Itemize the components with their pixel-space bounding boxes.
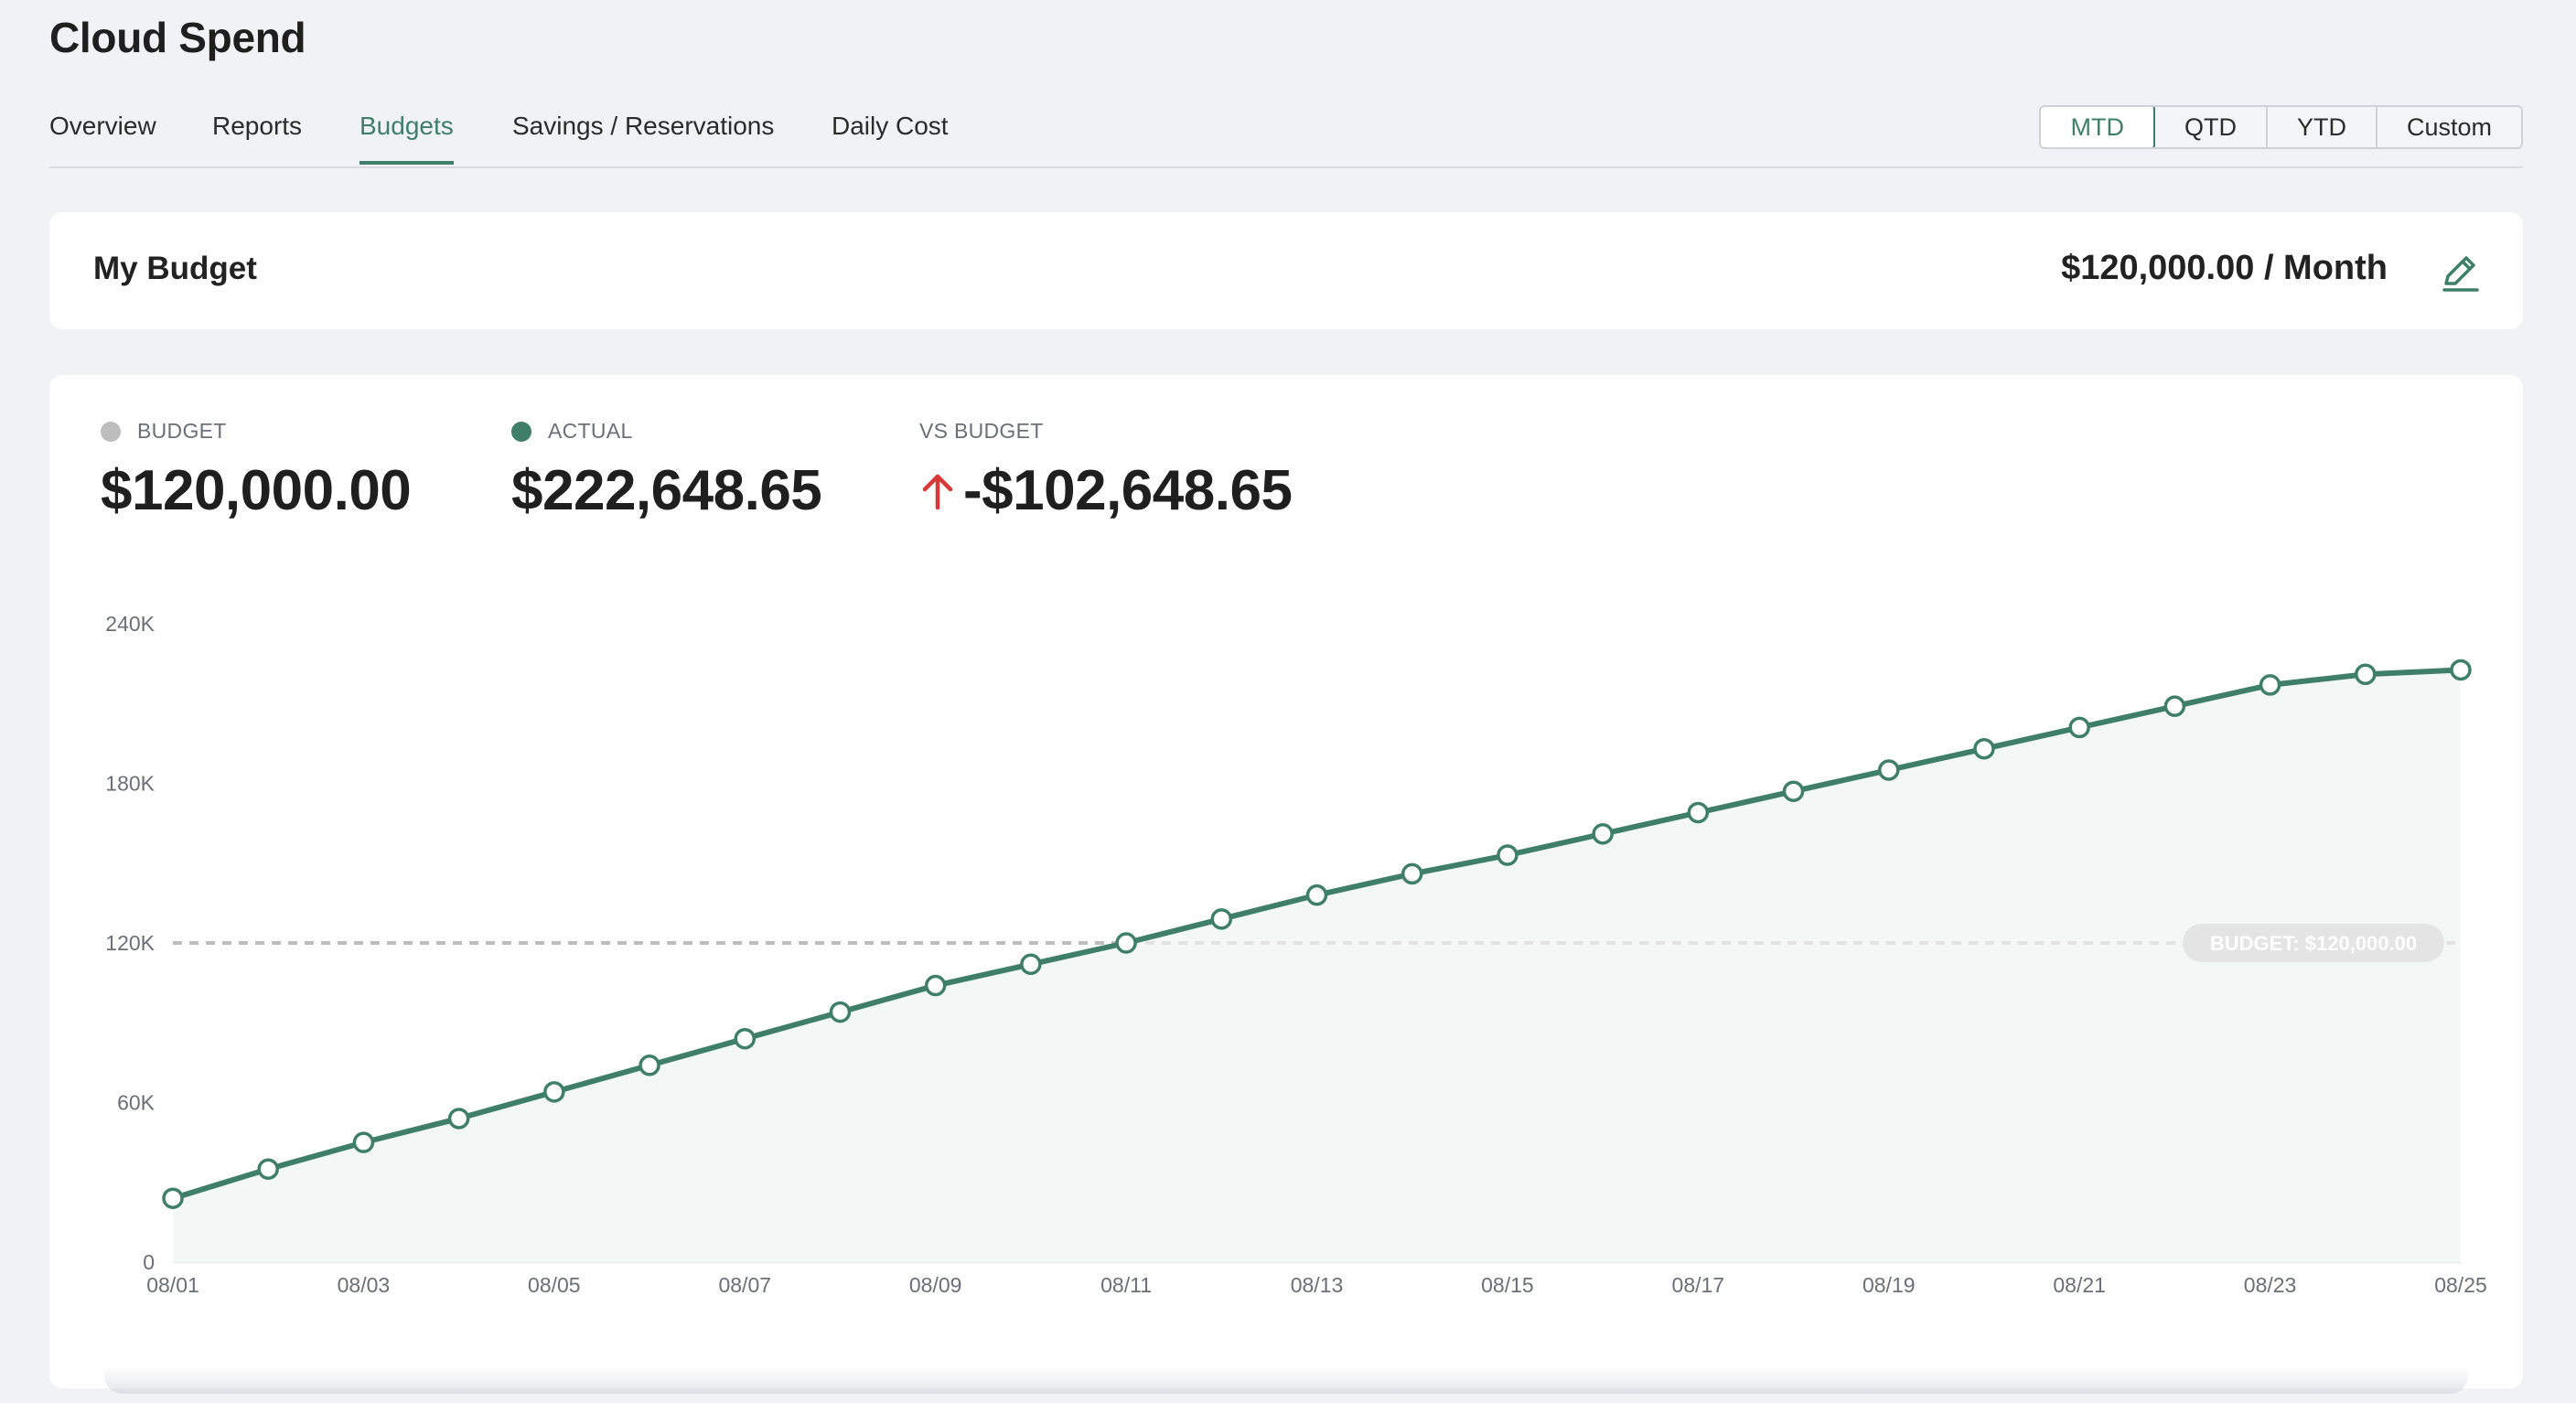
kpi-vs-budget-value: -$102,648.65 xyxy=(963,459,1293,522)
x-tick-label: 08/17 xyxy=(1672,1273,1725,1297)
budget-card: My Budget $120,000.00 / Month xyxy=(49,212,2523,329)
actual-data-point xyxy=(447,1108,470,1130)
kpi-budget-label: BUDGET xyxy=(137,419,227,443)
card-bottom-shadow xyxy=(104,1366,2468,1394)
actual-data-point xyxy=(639,1055,660,1076)
y-tick-label: 60K xyxy=(117,1091,156,1115)
y-tick-label: 240K xyxy=(105,612,155,636)
x-tick-label: 08/07 xyxy=(718,1273,771,1297)
actual-data-point xyxy=(257,1158,279,1180)
tab-overview[interactable]: Overview xyxy=(49,112,156,140)
actual-data-point xyxy=(352,1131,375,1153)
actual-data-point xyxy=(1305,884,1328,906)
tab-budgets[interactable]: Budgets xyxy=(360,112,454,165)
actual-data-point xyxy=(1115,932,1137,954)
actual-data-point xyxy=(1401,862,1423,885)
actual-data-point xyxy=(1020,953,1042,976)
period-ytd-button[interactable]: YTD xyxy=(2268,107,2377,147)
app-title: Cloud Spend xyxy=(49,14,306,61)
actual-legend-dot xyxy=(511,421,531,442)
x-tick-label: 08/15 xyxy=(1481,1273,1534,1297)
actual-data-point xyxy=(1497,844,1519,866)
x-tick-label: 08/11 xyxy=(1100,1273,1152,1297)
actual-data-point xyxy=(2355,663,2377,686)
actual-data-point xyxy=(2259,674,2281,696)
tab-savings-reservations[interactable]: Savings / Reservations xyxy=(512,112,775,140)
actual-data-point xyxy=(1782,780,1805,802)
y-tick-label: 120K xyxy=(105,931,155,955)
budget-chart-card: BUDGET $120,000.00 ACTUAL $222,648.65 VS… xyxy=(49,375,2523,1394)
period-custom-button[interactable]: Custom xyxy=(2406,113,2492,141)
actual-data-point xyxy=(734,1027,756,1050)
actual-data-point xyxy=(1592,823,1614,845)
x-tick-label: 08/05 xyxy=(528,1273,581,1297)
edit-budget-button[interactable] xyxy=(2437,249,2483,295)
x-tick-label: 08/21 xyxy=(2053,1273,2106,1297)
actual-data-point xyxy=(829,1001,852,1023)
actual-data-point xyxy=(162,1187,184,1209)
actual-data-point xyxy=(2450,659,2472,681)
kpi-budget: BUDGET $120,000.00 xyxy=(101,419,412,523)
period-selector: MTD QTD YTD Custom xyxy=(2039,105,2523,149)
actual-area-fill xyxy=(173,669,2461,1262)
x-tick-label: 08/25 xyxy=(2434,1273,2487,1297)
kpi-actual-label: ACTUAL xyxy=(548,419,633,443)
budget-amount: $120,000.00 / Month xyxy=(2061,249,2388,287)
period-mtd-button[interactable]: MTD xyxy=(2041,107,2155,147)
actual-data-point xyxy=(2163,695,2186,717)
tab-daily-cost[interactable]: Daily Cost xyxy=(832,112,949,140)
budget-reference-label-bg xyxy=(2183,924,2444,962)
budget-card-label: My Budget xyxy=(93,251,257,286)
actual-data-point xyxy=(543,1081,565,1103)
x-tick-label: 08/09 xyxy=(909,1273,962,1297)
budget-reference-label: BUDGET: $120,000.00 xyxy=(2210,932,2417,955)
kpi-actual-value: $222,648.65 xyxy=(511,459,822,522)
x-tick-label: 08/13 xyxy=(1291,1273,1344,1297)
actual-data-point xyxy=(1210,908,1233,930)
actual-data-point xyxy=(1878,759,1900,781)
tab-reports[interactable]: Reports xyxy=(212,112,303,140)
budget-line-chart: 0 60K 120K 180K 240K 08/01 08/03 08/05 08/07 08/0… xyxy=(105,612,2487,1297)
nav-tabs: Overview Reports Budgets Savings / Reser… xyxy=(49,99,2523,168)
x-tick-label: 08/19 xyxy=(1862,1273,1916,1297)
kpi-budget-value: $120,000.00 xyxy=(101,459,412,522)
arrow-up-icon xyxy=(922,474,953,509)
y-tick-label: 0 xyxy=(143,1250,155,1274)
actual-data-point xyxy=(1973,737,1995,760)
actual-data-point xyxy=(2068,716,2090,739)
actual-data-point xyxy=(1687,801,1710,824)
kpi-vs-budget-label: VS BUDGET xyxy=(919,419,1044,443)
x-tick-label: 08/03 xyxy=(338,1273,391,1297)
period-qtd-button[interactable]: QTD xyxy=(2155,107,2268,147)
budget-legend-dot xyxy=(101,421,121,442)
pencil-icon xyxy=(2442,256,2479,292)
kpi-vs-budget: VS BUDGET -$102,648.65 xyxy=(919,419,1293,523)
x-tick-label: 08/23 xyxy=(2244,1273,2297,1297)
y-tick-label: 180K xyxy=(105,772,155,796)
x-tick-label: 08/01 xyxy=(146,1273,199,1297)
kpi-actual: ACTUAL $222,648.65 xyxy=(511,419,822,523)
actual-data-point xyxy=(924,974,947,997)
